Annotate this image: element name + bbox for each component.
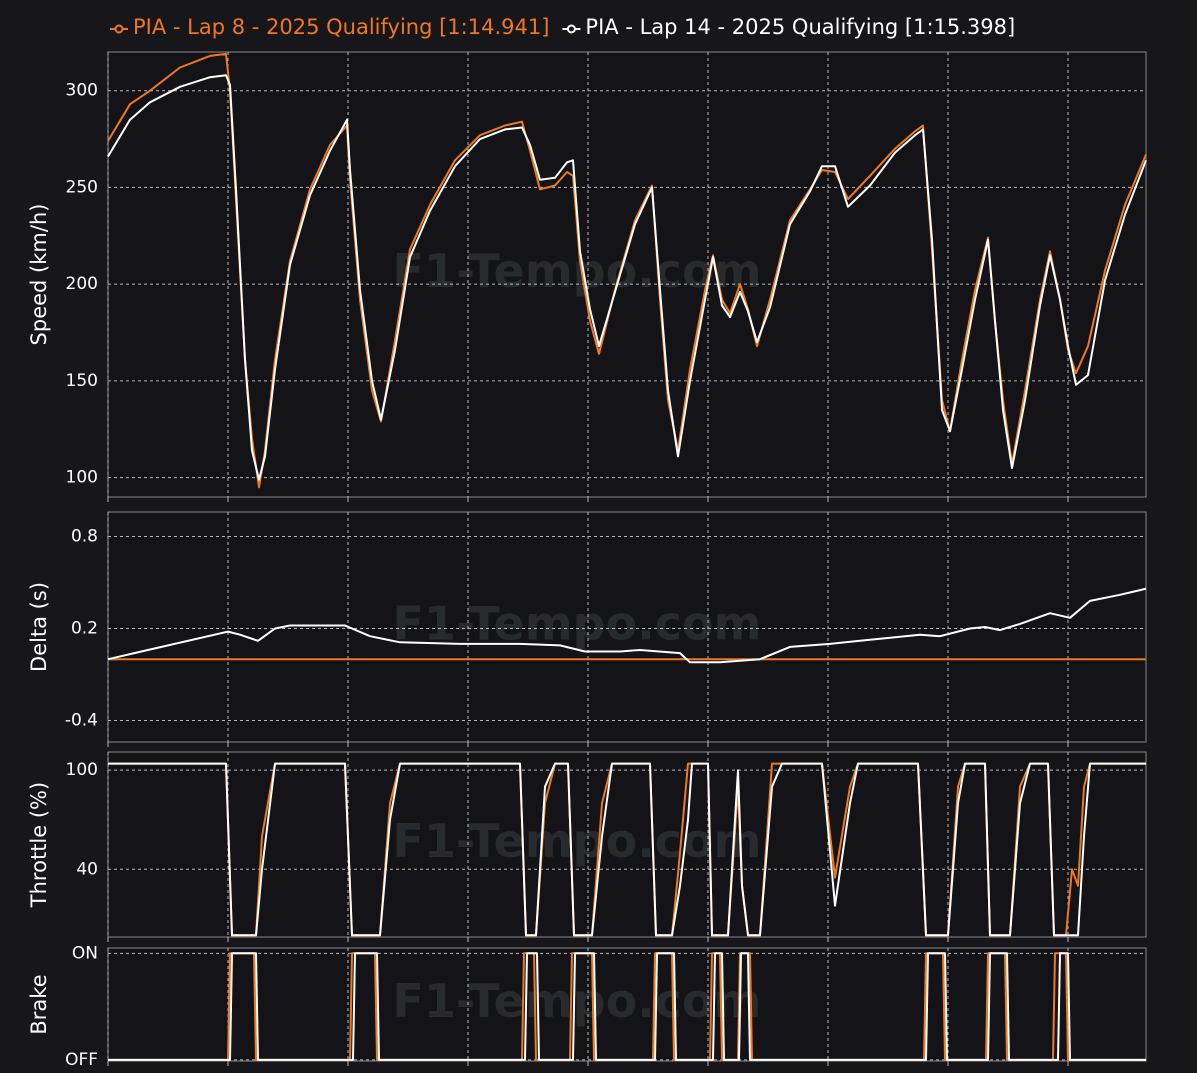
y-tick-label: 300 bbox=[66, 81, 98, 101]
y-axis-label: Brake bbox=[27, 974, 51, 1034]
y-axis-label: Speed (km/h) bbox=[27, 204, 51, 346]
watermark: F1-Tempo.com bbox=[393, 597, 762, 651]
legend-item: PIA - Lap 8 - 2025 Qualifying [1:14.941] bbox=[110, 15, 549, 39]
legend-marker bbox=[566, 24, 576, 34]
legend-item: PIA - Lap 14 - 2025 Qualifying [1:15.398… bbox=[562, 15, 1015, 39]
panel bbox=[107, 51, 1147, 498]
panel bbox=[107, 947, 1147, 1062]
y-axis-label: Delta (s) bbox=[27, 582, 51, 672]
y-tick-label: -0.4 bbox=[65, 711, 98, 731]
watermark: F1-Tempo.com bbox=[393, 244, 762, 298]
series-line bbox=[108, 762, 1146, 937]
series-line bbox=[107, 587, 1147, 664]
series-line bbox=[107, 74, 1147, 481]
y-tick-label: 200 bbox=[66, 274, 98, 294]
y-tick-label: 0.8 bbox=[71, 527, 98, 547]
watermark: F1-Tempo.com bbox=[393, 814, 762, 868]
watermark: F1-Tempo.com bbox=[393, 974, 762, 1028]
y-tick-label: ON bbox=[72, 943, 98, 963]
y-tick-label: 0.2 bbox=[71, 619, 98, 639]
legend-label: PIA - Lap 14 - 2025 Qualifying [1:15.398… bbox=[585, 15, 1015, 39]
y-tick-label: 100 bbox=[66, 468, 98, 488]
y-tick-label: 40 bbox=[76, 859, 98, 879]
y-tick-label: 150 bbox=[66, 371, 98, 391]
y-tick-label: 100 bbox=[66, 760, 98, 780]
y-tick-label: 250 bbox=[66, 177, 98, 197]
legend-label: PIA - Lap 8 - 2025 Qualifying [1:14.941] bbox=[133, 15, 549, 39]
series-line bbox=[108, 952, 1146, 1061]
legend-marker bbox=[114, 24, 124, 34]
panel bbox=[107, 751, 1147, 938]
y-tick-label: OFF bbox=[65, 1050, 98, 1070]
y-axis-label: Throttle (%) bbox=[27, 782, 51, 908]
